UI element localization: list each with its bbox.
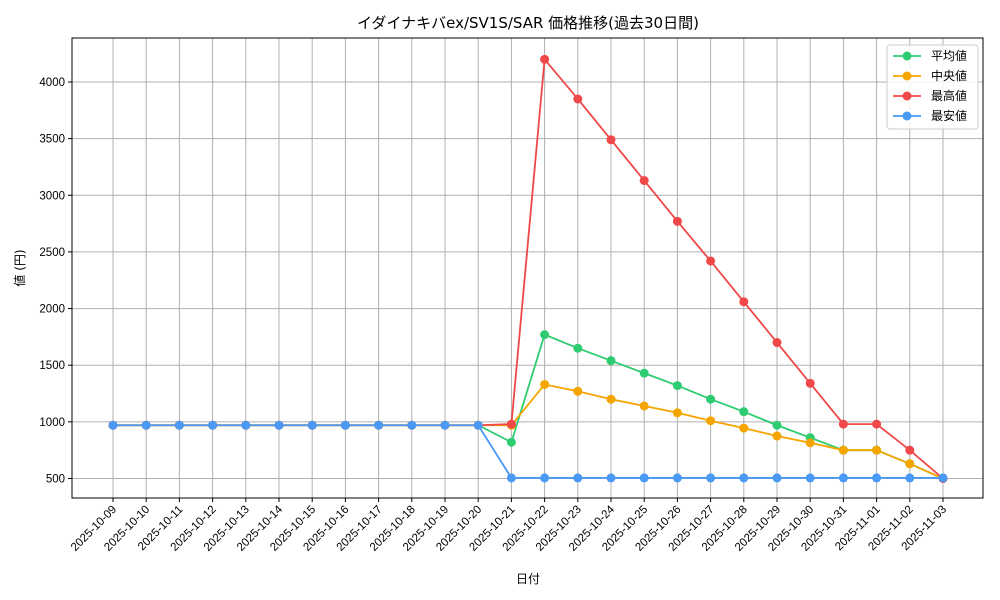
data-point	[307, 420, 317, 430]
data-point	[274, 420, 284, 430]
data-point	[506, 473, 516, 483]
data-point	[241, 420, 251, 430]
legend-item: 最高値	[893, 88, 967, 103]
data-point	[639, 368, 649, 378]
data-point	[739, 473, 749, 483]
legend-marker-icon	[902, 51, 912, 61]
data-point	[639, 401, 649, 411]
legend-item: 平均値	[893, 48, 967, 63]
legend-label: 平均値	[931, 48, 967, 63]
data-point	[340, 420, 350, 430]
legend-item: 中央値	[893, 68, 967, 83]
y-tick-label: 3000	[39, 190, 65, 202]
data-point	[540, 379, 550, 389]
y-tick-label: 4000	[39, 77, 65, 89]
data-point	[706, 256, 716, 266]
data-point	[606, 356, 616, 366]
data-point	[141, 420, 151, 430]
data-point	[440, 420, 450, 430]
legend-label: 最安値	[931, 108, 967, 123]
data-point	[473, 420, 483, 430]
legend-label: 最高値	[931, 88, 967, 103]
data-point	[540, 473, 550, 483]
data-point	[772, 338, 782, 348]
data-point	[772, 473, 782, 483]
data-point	[506, 437, 516, 447]
series-line	[108, 420, 948, 483]
y-tick-label: 2500	[39, 247, 65, 259]
y-axis-ticks: 500 1000 1500 2000 2500 3000 3500 4000	[39, 77, 72, 486]
y-tick-label: 500	[46, 474, 65, 486]
data-point	[872, 473, 882, 483]
legend-marker-icon	[902, 111, 912, 121]
grid-lines	[72, 38, 983, 498]
data-point	[772, 431, 782, 441]
data-point	[540, 330, 550, 340]
data-point	[672, 408, 682, 418]
data-point	[805, 378, 815, 388]
data-point	[772, 420, 782, 430]
data-point	[838, 419, 848, 429]
data-point	[573, 473, 583, 483]
data-point	[805, 438, 815, 448]
data-point	[639, 473, 649, 483]
data-point	[838, 445, 848, 455]
y-tick-label: 1500	[39, 360, 65, 372]
data-point	[706, 473, 716, 483]
data-point	[739, 423, 749, 433]
y-axis-label: 値 (円)	[12, 249, 27, 286]
data-point	[672, 216, 682, 226]
x-axis-ticks: 2025-10-092025-10-102025-10-112025-10-12…	[69, 498, 949, 554]
y-tick-label: 1000	[39, 417, 65, 429]
chart-title: イダイナキバex/SV1S/SAR 価格推移(過去30日間)	[357, 14, 699, 32]
series-line	[108, 330, 948, 483]
data-point	[838, 473, 848, 483]
data-point	[108, 420, 118, 430]
data-point	[606, 473, 616, 483]
legend-item: 最安値	[893, 108, 967, 123]
y-tick-label: 3500	[39, 134, 65, 146]
data-point	[174, 420, 184, 430]
data-point	[573, 343, 583, 353]
x-axis-label: 日付	[516, 572, 540, 586]
data-point	[208, 420, 218, 430]
data-point	[672, 473, 682, 483]
data-point	[506, 419, 516, 429]
data-point	[938, 473, 948, 483]
data-point	[805, 473, 815, 483]
data-point	[374, 420, 384, 430]
data-series	[108, 54, 948, 483]
data-point	[540, 54, 550, 64]
legend-marker-icon	[902, 91, 912, 101]
data-point	[672, 381, 682, 391]
data-point	[872, 419, 882, 429]
data-point	[872, 445, 882, 455]
data-point	[706, 416, 716, 426]
series-line	[108, 54, 948, 483]
data-point	[606, 135, 616, 145]
data-point	[739, 297, 749, 307]
series-line	[108, 379, 948, 483]
legend-label: 中央値	[931, 68, 967, 83]
data-point	[905, 445, 915, 455]
data-point	[407, 420, 417, 430]
y-tick-label: 2000	[39, 304, 65, 316]
data-point	[905, 473, 915, 483]
data-point	[706, 394, 716, 404]
data-point	[606, 394, 616, 404]
data-point	[639, 176, 649, 186]
data-point	[573, 386, 583, 396]
data-point	[905, 459, 915, 469]
data-point	[573, 94, 583, 104]
legend-marker-icon	[902, 71, 912, 81]
plot-frame	[71, 37, 984, 499]
data-point	[739, 407, 749, 417]
